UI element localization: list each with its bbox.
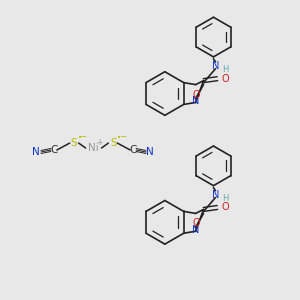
Text: +: + [96,138,103,147]
Text: S: S [70,138,77,148]
Text: •: • [117,135,121,141]
Text: N: N [192,97,199,106]
Text: −: − [119,132,126,141]
Text: N: N [32,147,40,157]
Text: O: O [221,74,229,84]
Text: Ni: Ni [88,143,99,153]
Text: C: C [50,145,58,155]
Text: O: O [221,202,229,212]
Text: H: H [222,65,229,74]
Text: O: O [193,218,200,228]
Text: O: O [193,90,200,100]
Text: S: S [110,138,117,148]
Text: •: • [78,135,82,141]
Text: N: N [192,225,199,235]
Text: N: N [146,147,154,157]
Text: C: C [130,145,137,155]
Text: H: H [222,194,229,203]
Text: −: − [79,132,86,141]
Text: N: N [212,61,219,71]
Text: N: N [212,190,219,200]
